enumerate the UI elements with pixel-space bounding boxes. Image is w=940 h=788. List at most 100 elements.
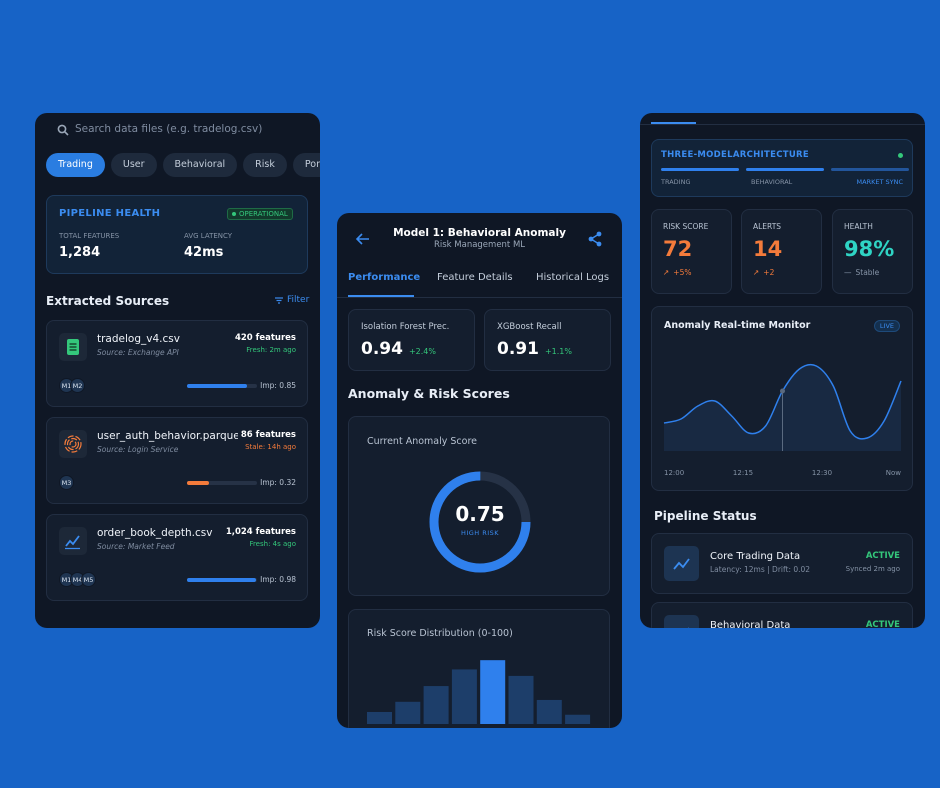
filter-link[interactable]: Filter	[287, 295, 310, 305]
filter-tab[interactable]: Risk	[243, 153, 287, 177]
source-name: user_auth_behavior.parquet	[97, 430, 244, 442]
chart-icon	[65, 535, 80, 547]
stage-label: BEHAVIORAL	[751, 178, 793, 186]
pipeline-card[interactable]: Behavioral Data ACTIVE	[651, 602, 913, 628]
filter-tab[interactable]: Portfolio	[292, 153, 320, 177]
x-label: 12:15	[732, 469, 754, 477]
trend-icon: —	[844, 268, 852, 277]
stat-value: 42ms	[184, 245, 224, 260]
phone-sources: Search data files (e.g. tradelog.csv) Tra…	[35, 113, 320, 628]
x-label: 12:30	[811, 469, 833, 477]
distribution-bar	[395, 701, 421, 724]
trend-icon: ↗	[753, 268, 760, 277]
stat-label: ALERTS	[753, 222, 782, 231]
phone-dashboard: THREE-MODELARCHITECTURE TRADING BEHAVIORAL…	[640, 113, 925, 628]
metric-row: 0.94 +2.4%	[361, 339, 436, 359]
pipeline-card[interactable]: Core Trading Data Latency: 12ms | Drift: …	[651, 533, 913, 594]
section-title: Anomaly & Risk Scores	[348, 386, 510, 401]
metric-label: XGBoost Recall	[497, 322, 562, 332]
top-tab-indicator	[651, 122, 696, 124]
detail-tab[interactable]: Historical Logs	[536, 272, 610, 283]
stat-change-row: ↗ +5%	[663, 268, 691, 277]
source-name: tradelog_v4.csv	[97, 333, 180, 345]
model-badge: M2	[70, 378, 85, 393]
share-button	[588, 231, 602, 247]
detail-tab[interactable]: Feature Details	[437, 272, 513, 283]
pipeline-status: ACTIVE	[865, 551, 900, 561]
metric-card: Isolation Forest Prec. 0.94 +2.4%	[348, 309, 475, 371]
fingerprint-ring	[69, 440, 77, 448]
stat-value: 14	[753, 237, 783, 261]
freshness: Fresh: 4s ago	[249, 540, 296, 548]
stage-bar	[661, 168, 739, 171]
source-card[interactable]: tradelog_v4.csv Source: Exchange API 420 f…	[46, 320, 308, 407]
metric-label: Isolation Forest Prec.	[361, 322, 450, 332]
importance-bar	[187, 384, 247, 388]
stat-card: RISK SCORE 72 ↗ +5%	[651, 209, 732, 294]
search-placeholder[interactable]: Search data files (e.g. tradelog.csv)	[75, 123, 263, 135]
importance-label: Imp: 0.85	[260, 381, 296, 390]
source-card[interactable]: order_book_depth.csv Source: Market Feed 1…	[46, 514, 308, 601]
pipeline-name: Behavioral Data	[710, 620, 791, 628]
x-label: 12:00	[664, 469, 685, 477]
gauge-value: 0.75	[455, 502, 505, 526]
metric-card: XGBoost Recall 0.91 +1.1%	[484, 309, 611, 371]
filter-tab[interactable]: User	[110, 153, 157, 177]
stat-card: ALERTS 14 ↗ +2	[741, 209, 822, 294]
pipeline-synced: Synced 2m ago	[845, 565, 900, 573]
source-icon	[67, 339, 79, 355]
fingerprint-ring	[66, 437, 80, 451]
feature-count: 86 features	[237, 430, 296, 440]
architecture-card: THREE-MODELARCHITECTURE TRADING BEHAVIORAL…	[651, 139, 913, 197]
model-badge: M5	[81, 572, 96, 587]
metric-row: 0.91 +1.1%	[497, 339, 572, 359]
trend-icon: ↗	[663, 268, 670, 277]
distribution-bar	[565, 714, 591, 724]
model-title: Model 1: Behavioral Anomaly	[393, 227, 566, 239]
gauge-arc	[429, 471, 531, 573]
share-dot	[588, 236, 594, 242]
gauge-label: HIGH RISK	[460, 529, 500, 537]
stat-value: 1,284	[59, 245, 101, 260]
source-name: order_book_depth.csv	[97, 527, 213, 539]
pipeline-icon-box	[664, 615, 699, 628]
tab-row: TradingUserBehavioralRiskPortfolio	[46, 153, 320, 177]
fingerprint-ring	[64, 435, 82, 453]
metric-change: +2.4%	[408, 347, 436, 356]
stat-label: HEALTH	[844, 222, 873, 231]
monitor-title: Anomaly Real-time Monitor	[664, 320, 811, 331]
pipeline-icon-line	[673, 558, 690, 570]
freshness: Stale: 14h ago	[245, 443, 296, 451]
pipeline-icon	[673, 558, 690, 570]
model-badge: M3	[59, 475, 74, 490]
gauge	[429, 471, 531, 573]
stat-change: Stable	[855, 268, 880, 277]
distribution-bar	[480, 660, 506, 724]
filter-tab[interactable]: Trading	[46, 153, 105, 177]
stage-bar	[831, 168, 909, 171]
monitor-card: Anomaly Real-time Monitor LIVE 12:00 12:15 1…	[651, 306, 913, 491]
distribution-bar	[536, 699, 562, 724]
top-divider	[640, 124, 925, 125]
phone-model: Model 1: Behavioral Anomaly Risk Manageme…	[337, 213, 622, 728]
tab-underline	[348, 295, 414, 297]
feature-count: 1,024 features	[222, 527, 296, 537]
importance-track	[187, 578, 257, 582]
source-card[interactable]: user_auth_behavior.parquet Source: Login …	[46, 417, 308, 504]
metric-change: +1.1%	[544, 347, 572, 356]
distribution-bar	[451, 669, 477, 724]
stat-label: AVG LATENCY	[184, 232, 233, 240]
distribution-bar	[367, 711, 392, 724]
section-title: Extracted Sources	[46, 294, 170, 308]
status-badge: OPERATIONAL	[227, 208, 293, 220]
detail-tab[interactable]: Performance	[348, 272, 421, 283]
importance-label: Imp: 0.98	[260, 575, 296, 584]
gauge-title: Current Anomaly Score	[367, 436, 477, 447]
filter-tab[interactable]: Behavioral	[162, 153, 238, 177]
source-icon-box	[59, 430, 87, 458]
stat-change-row: — Stable	[844, 268, 879, 277]
architecture-title: THREE-MODELARCHITECTURE	[661, 150, 809, 160]
distribution-title: Risk Score Distribution (0-100)	[367, 628, 513, 639]
stat-change: +5%	[673, 268, 692, 277]
